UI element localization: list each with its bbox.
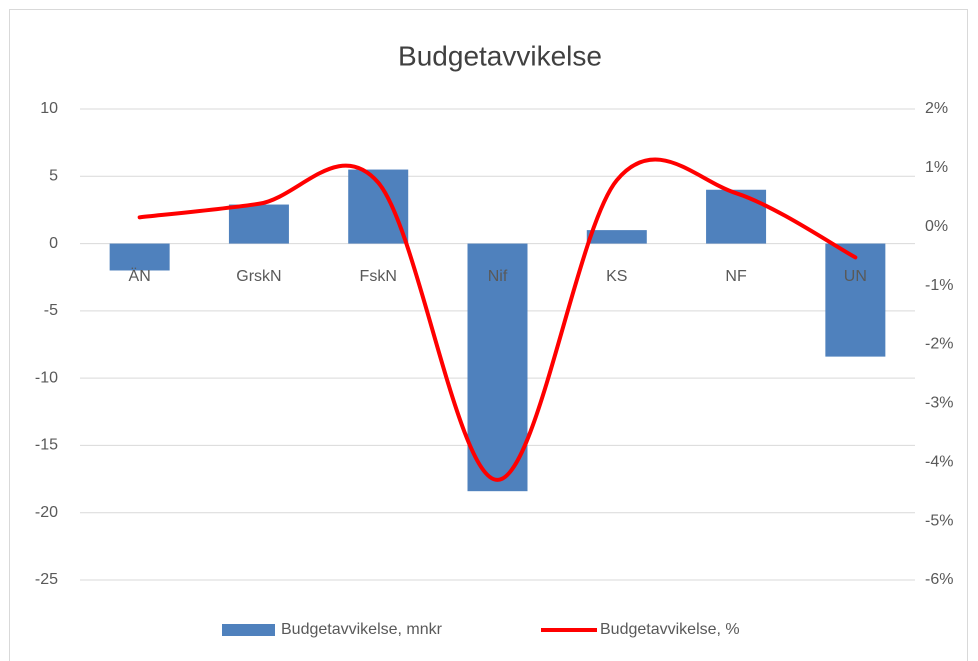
y2-tick-label: -5% [925, 512, 953, 529]
y2-tick-label: -6% [925, 571, 953, 588]
y-tick-label: 5 [49, 168, 58, 185]
bar [109, 243, 170, 271]
y2-tick-label: -2% [925, 336, 953, 353]
y2-tick-label: 2% [925, 100, 948, 117]
y-tick-label: -5 [44, 302, 58, 319]
y-tick-label: -25 [35, 571, 58, 588]
bar [706, 189, 767, 244]
y2-tick-label: 0% [925, 218, 948, 235]
legend-swatch [222, 624, 275, 636]
y-tick-label: -10 [35, 369, 58, 386]
line [137, 157, 858, 482]
bar [825, 243, 886, 357]
chart-title: Budgetavvikelse [398, 40, 602, 71]
x-tick-label: GrskN [236, 268, 281, 285]
y-tick-label: 0 [49, 235, 58, 252]
y-tick-label: -15 [35, 437, 58, 454]
y-tick-label: 10 [40, 100, 58, 117]
x-tick-label: ÄN [129, 267, 151, 285]
bar [467, 243, 528, 492]
x-tick-label: FskN [360, 268, 397, 285]
x-tick-label: UN [844, 268, 867, 285]
y2-tick-label: 1% [925, 159, 948, 176]
y2-tick-label: -4% [925, 453, 953, 470]
y2-tick-label: -1% [925, 277, 953, 294]
x-tick-label: KS [606, 268, 627, 285]
y-tick-label: -20 [35, 504, 58, 521]
x-tick-label: Nif [488, 268, 508, 285]
bar [228, 204, 289, 244]
legend-label: Budgetavvikelse, mnkr [281, 621, 443, 638]
bar [586, 230, 647, 244]
x-tick-label: NF [725, 268, 747, 285]
y2-tick-label: -3% [925, 395, 953, 412]
legend-label: Budgetavvikelse, % [600, 621, 740, 638]
